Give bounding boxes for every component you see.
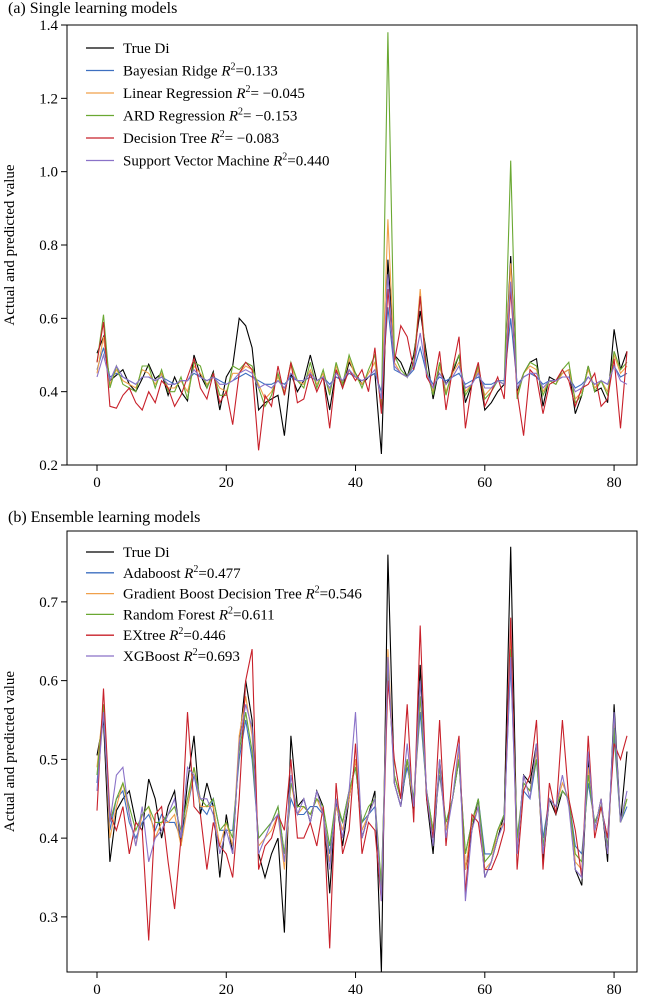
legend-entry: Decision Tree R2= −0.083 xyxy=(123,129,279,147)
y-axis-label: Actual and predicted value xyxy=(2,164,18,326)
legend-entry: EXtree R2=0.446 xyxy=(123,626,226,644)
legend-entry: True Di xyxy=(123,41,170,57)
panel-b-title: (b) Ensemble learning models xyxy=(8,509,201,526)
x-tick-label: 80 xyxy=(607,475,622,491)
x-tick-label: 0 xyxy=(93,475,101,491)
series-line-support-vector-machine xyxy=(96,274,628,400)
legend-entry: Random Forest R2=0.611 xyxy=(123,605,275,623)
series-line-xgboost xyxy=(96,656,628,902)
legend-entry: Bayesian Ridge R2=0.133 xyxy=(123,62,278,80)
x-tick-label: 20 xyxy=(219,475,234,491)
series-line-extree xyxy=(96,617,628,949)
y-tick-label: 0.6 xyxy=(39,311,58,327)
legend-entry: Adaboost R2=0.477 xyxy=(123,564,241,582)
y-tick-label: 1.4 xyxy=(39,18,58,34)
chart-single-models: 0 20 40 60 80 0.2 0.4 0.6 0.8 1.0 1.2 1.4 Actual and… xyxy=(2,18,638,491)
x-tick-label: 0 xyxy=(93,982,101,995)
x-tick-label: 60 xyxy=(477,982,492,995)
series-line-gradient-boost-decision-tree xyxy=(96,633,628,894)
legend-entry: Support Vector Machine R2=0.440 xyxy=(123,152,330,170)
panel-a-title: (a) Single learning models xyxy=(8,0,178,17)
series-line-true-di xyxy=(96,255,628,455)
series-line-ard-regression xyxy=(96,32,628,411)
x-tick-label: 40 xyxy=(348,475,363,491)
legend-entry: True Di xyxy=(123,545,170,561)
y-tick-label: 0.7 xyxy=(39,595,58,611)
y-axis-label: Actual and predicted value xyxy=(2,671,18,833)
y-tick-label: 0.5 xyxy=(39,752,58,768)
plot-frame xyxy=(66,530,638,973)
legend-entry: Linear Regression R2= −0.045 xyxy=(123,84,305,102)
y-tick-label: 0.2 xyxy=(39,458,58,474)
x-tick-label: 40 xyxy=(348,982,363,995)
y-tick-label: 1.0 xyxy=(39,165,58,181)
legend-entry: XGBoost R2=0.693 xyxy=(123,647,240,665)
y-tick-label: 0.4 xyxy=(39,385,58,401)
chart-ensemble-models: 0 20 40 60 80 0.3 0.4 0.5 0.6 0.7 Actual and predi… xyxy=(2,530,638,995)
series-line-bayesian-ridge xyxy=(96,307,628,392)
series-line-linear-regression xyxy=(96,219,628,407)
series-line-decision-tree xyxy=(96,288,628,451)
legend-entry: ARD Regression R2= −0.153 xyxy=(123,107,297,125)
y-tick-label: 0.3 xyxy=(39,910,58,926)
y-tick-label: 0.8 xyxy=(39,238,58,254)
x-tick-label: 60 xyxy=(477,475,492,491)
x-tick-label: 20 xyxy=(219,982,234,995)
y-tick-label: 0.4 xyxy=(39,831,58,847)
y-tick-label: 0.6 xyxy=(39,674,58,690)
y-tick-label: 1.2 xyxy=(39,91,58,107)
x-tick-label: 80 xyxy=(607,982,622,995)
legend-entry: Gradient Boost Decision Tree R2=0.546 xyxy=(123,585,362,603)
